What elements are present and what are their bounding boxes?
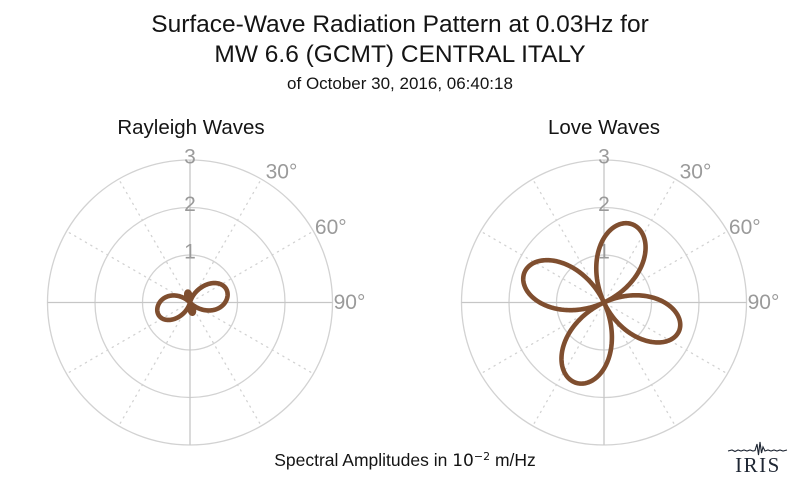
love-subplot-title: Love Waves (547, 116, 661, 139)
amplitude-units-caption: Spectral Amplitudes in 10−2 m/Hz (0, 450, 800, 471)
title-date-line: of October 30, 2016, 06:40:18 (287, 74, 513, 93)
love-polar-plot: 1 2 3 30° 60° 90° (460, 146, 780, 446)
iris-logo: IRIS (722, 441, 794, 476)
svg-text:2: 2 (184, 193, 196, 216)
svg-text:90°: 90° (748, 291, 780, 314)
svg-text:1: 1 (598, 241, 610, 264)
svg-text:30°: 30° (680, 160, 712, 183)
iris-logo-text: IRIS (735, 453, 781, 477)
caption-prefix: Spectral Amplitudes in (274, 450, 453, 470)
caption-suffix: m/Hz (490, 450, 536, 470)
title-line-1: Surface-Wave Radiation Pattern at 0.03Hz… (151, 11, 649, 38)
svg-text:1: 1 (184, 241, 196, 264)
title-line-2: MW 6.6 (GCMT) CENTRAL ITALY (214, 41, 586, 68)
seismogram-icon (727, 441, 788, 456)
rayleigh-polar-plot: 1 2 3 30° 60° 90° (46, 146, 366, 446)
svg-text:2: 2 (598, 193, 610, 216)
svg-text:3: 3 (184, 146, 196, 169)
svg-text:60°: 60° (315, 216, 347, 239)
figure-title: Surface-Wave Radiation Pattern at 0.03Hz… (0, 10, 800, 95)
rayleigh-subplot-title: Rayleigh Waves (117, 116, 265, 139)
svg-text:90°: 90° (334, 291, 366, 314)
svg-text:60°: 60° (729, 216, 761, 239)
svg-text:30°: 30° (266, 160, 298, 183)
svg-text:3: 3 (598, 146, 610, 169)
caption-power-of-ten: 10−2 (452, 450, 491, 471)
